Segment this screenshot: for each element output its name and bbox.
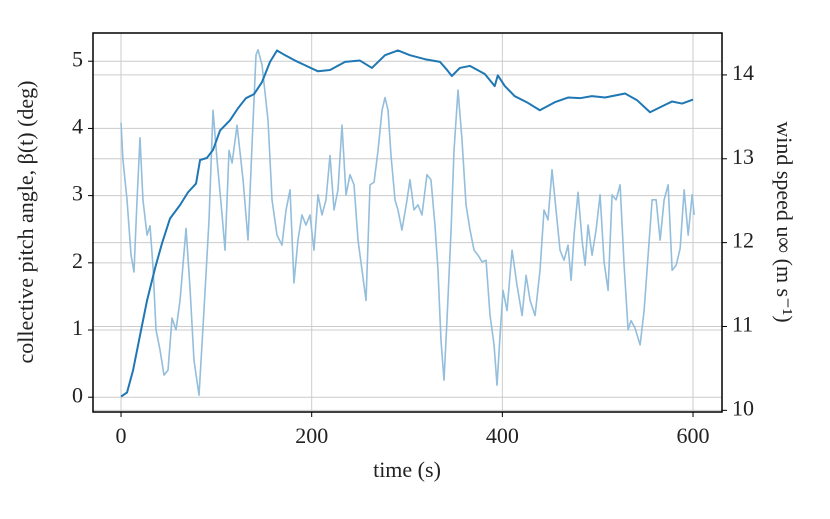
x-tick-label: 400 (486, 423, 519, 448)
y2-tick-label: 11 (732, 312, 753, 337)
y-tick-label: 4 (72, 113, 83, 138)
y2-tick-label: 12 (732, 228, 754, 253)
y-axis-label: collective pitch angle, β(t) (deg) (13, 80, 38, 363)
data-line (120, 48, 695, 397)
x-axis-label: time (s) (373, 457, 441, 482)
data-line (120, 49, 694, 398)
y-tick-label: 2 (72, 248, 83, 273)
x-tick-label: 0 (116, 423, 127, 448)
y2-axis-label: wind speed u∞ (m s⁻¹) (772, 121, 797, 322)
y-tick-label: 1 (72, 315, 83, 340)
y2-tick-label: 13 (732, 144, 754, 169)
y2-tick-label: 10 (732, 395, 754, 420)
x-tick-label: 600 (677, 423, 710, 448)
y-tick-label: 0 (72, 382, 83, 407)
x-tick-label: 200 (295, 423, 328, 448)
y2-tick-label: 14 (732, 60, 754, 85)
plot-frame (92, 32, 723, 413)
y-tick-label: 3 (72, 181, 83, 206)
y-tick-label: 5 (72, 46, 83, 71)
